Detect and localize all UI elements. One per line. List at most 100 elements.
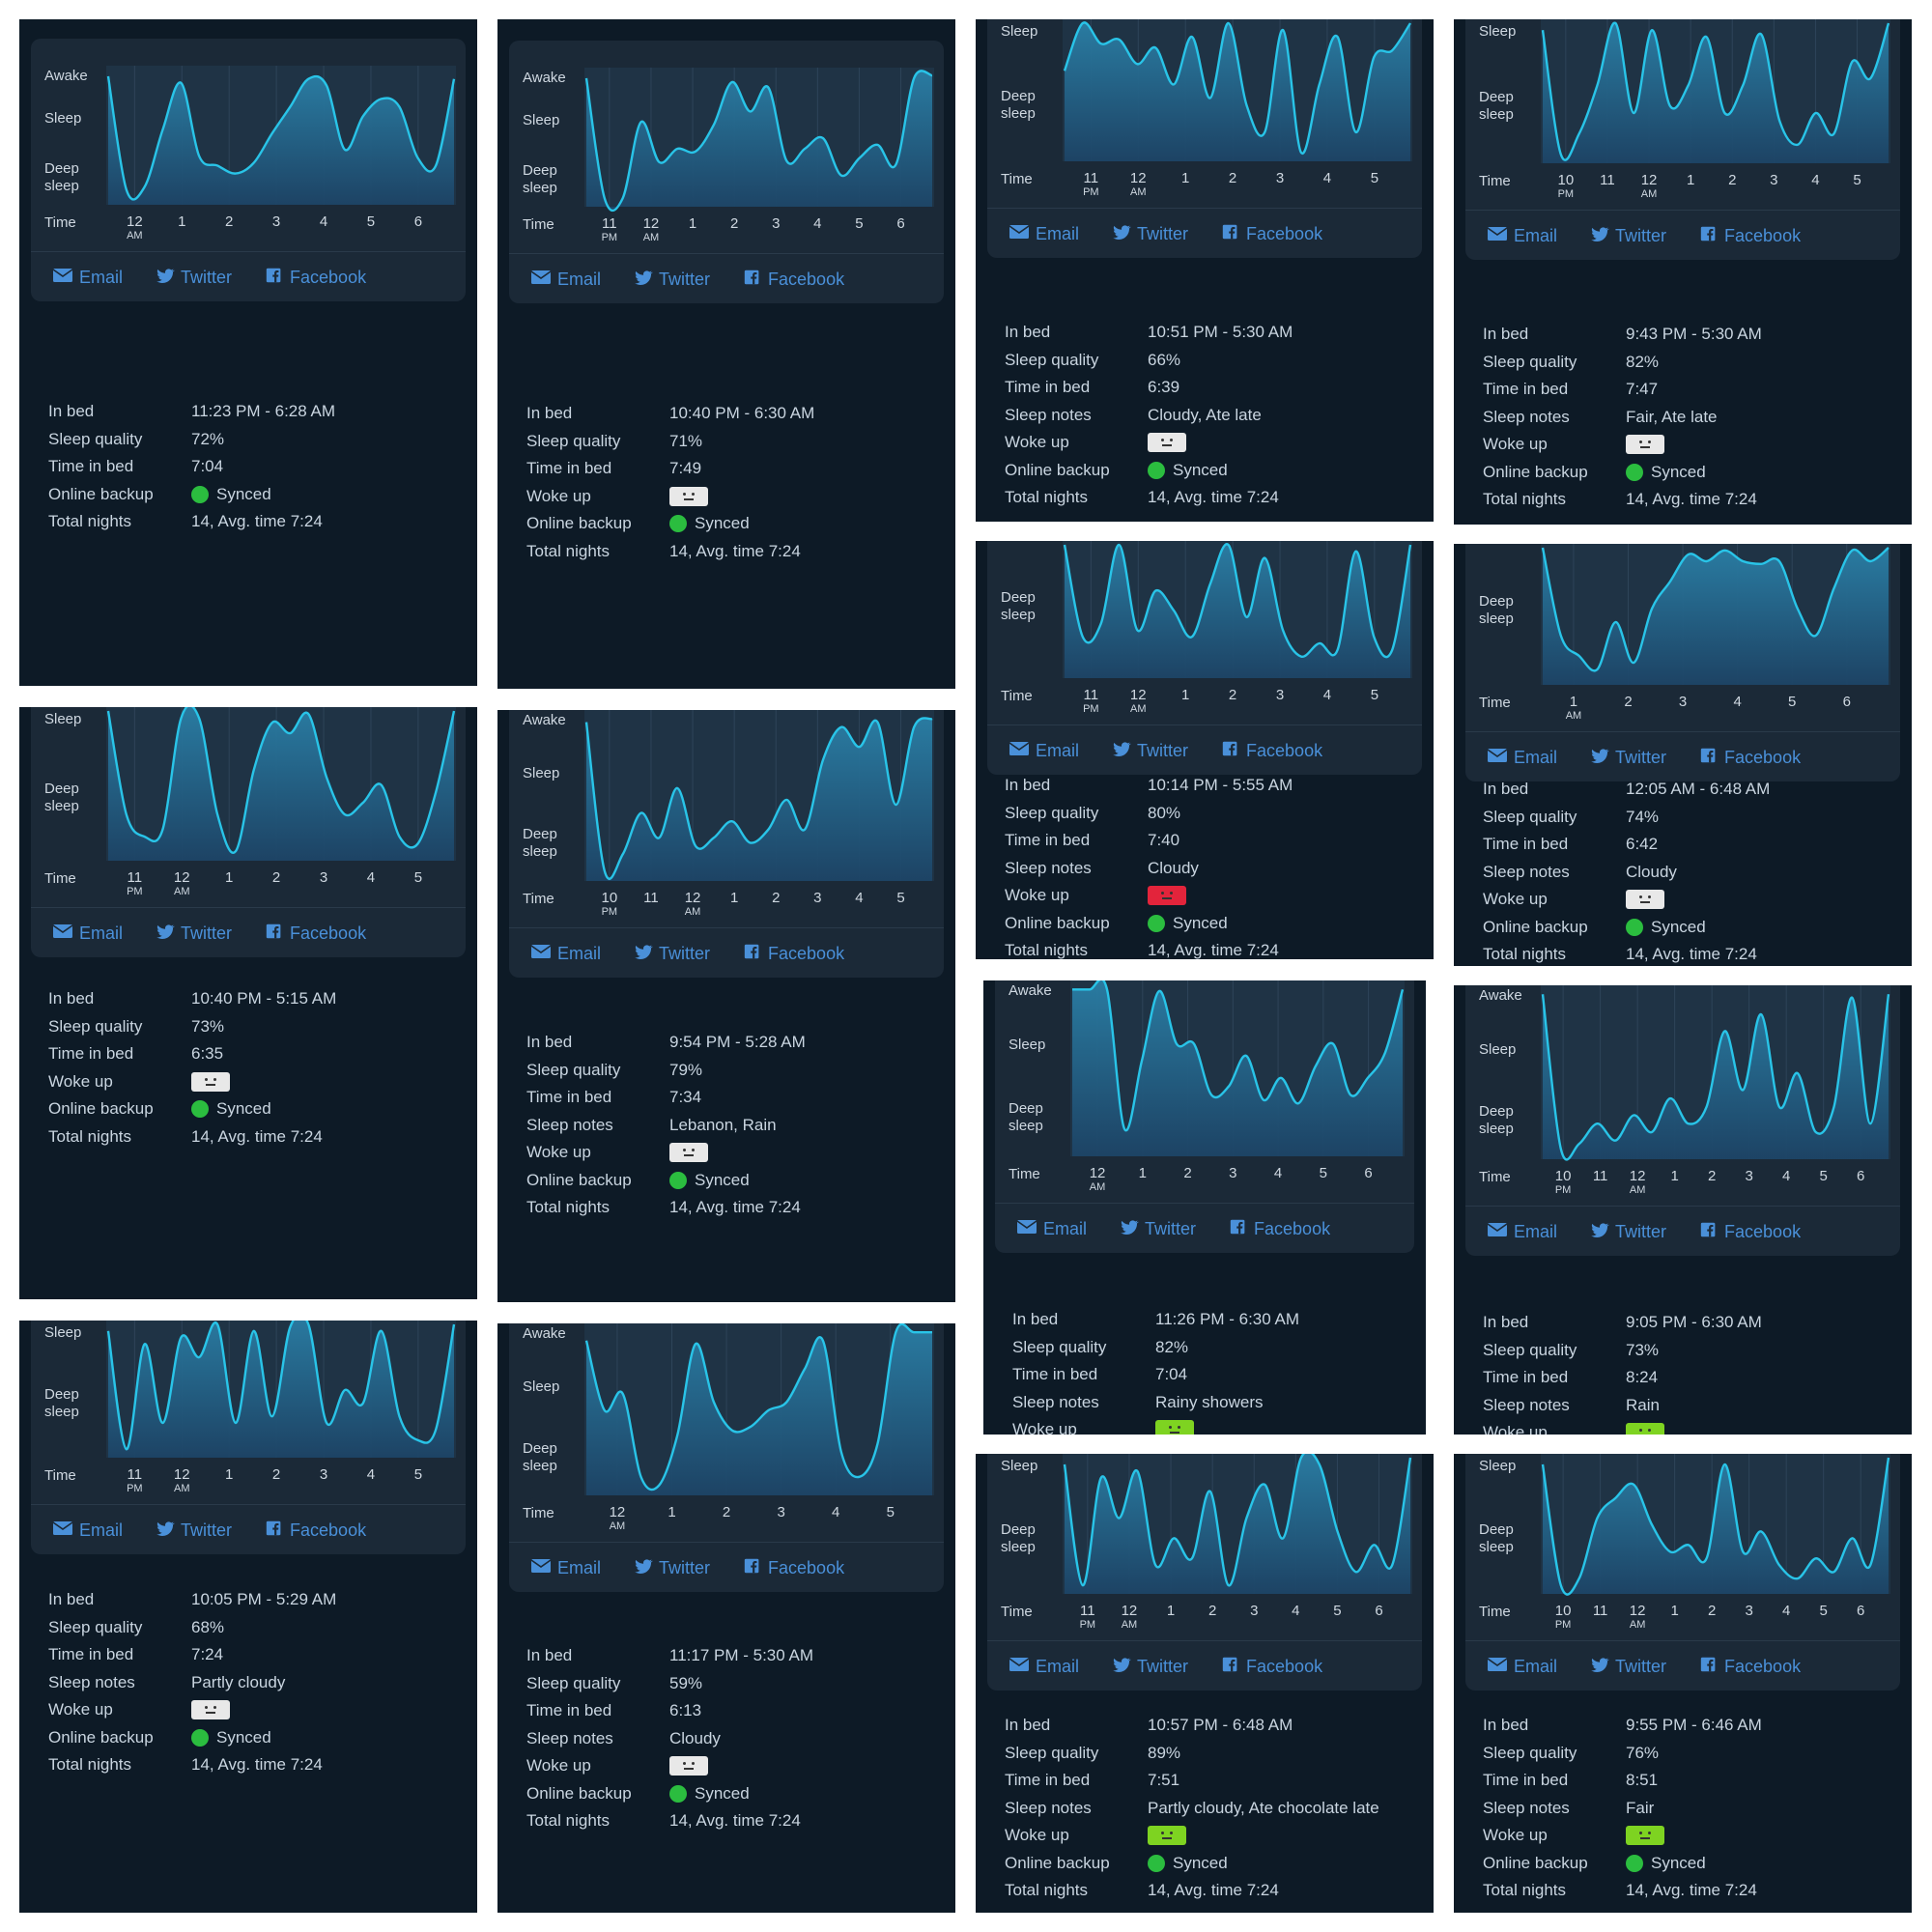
email-share-label: Email [557,1557,602,1577]
sleep-report-panel: Sleep Deep sleep Time 11 PM 12 AM 1 2 3 4 5 Email Twi… [19,707,477,1299]
twitter-share-button[interactable]: Twitter [1590,225,1666,247]
x-tick-label: 3 [1730,1604,1769,1619]
twitter-share-button[interactable]: Twitter [1112,740,1188,762]
woke-up-row: Woke up [1012,1416,1416,1435]
time-in-bed-label: Time in bed [1005,1771,1091,1789]
tick-hour: 1 [225,1466,234,1483]
twitter-share-button[interactable]: Twitter [1112,1656,1188,1678]
tick-hour: 1 [1166,1603,1176,1619]
facebook-share-button[interactable]: Facebook [1699,747,1801,769]
share-bar: Email Twitter Facebook [987,724,1422,775]
tick-hour: 11 [1592,1603,1608,1619]
twitter-bird-icon [1112,223,1132,245]
facebook-share-button[interactable]: Facebook [743,269,844,291]
facebook-share-button[interactable]: Facebook [1221,1656,1322,1678]
email-share-button[interactable]: Email [530,1557,601,1579]
synced-dot-icon [669,1784,687,1803]
time-axis-label: Time [44,1467,76,1484]
twitter-share-button[interactable]: Twitter [634,943,710,965]
email-share-button[interactable]: Email [530,943,601,965]
happy-mood-face-icon [1626,1826,1664,1846]
x-tick-label: 6 [882,216,921,232]
sleep-depth-line [1063,1454,1412,1587]
backup-status-text: Synced [695,1783,750,1803]
twitter-share-button[interactable]: Twitter [156,267,232,289]
email-share-button[interactable]: Email [52,923,123,945]
woke-up-value [669,483,708,511]
twitter-share-button[interactable]: Twitter [634,1557,710,1579]
twitter-share-button[interactable]: Twitter [634,269,710,291]
email-share-button[interactable]: Email [1487,747,1557,769]
facebook-share-label: Facebook [1724,1656,1802,1676]
email-share-button[interactable]: Email [1009,740,1079,762]
email-share-button[interactable]: Email [1009,223,1079,245]
time-in-bed-value: 7:51 [1148,1771,1180,1789]
facebook-icon [1699,225,1719,247]
sleep-depth-line [1541,547,1889,672]
email-share-button[interactable]: Email [530,269,601,291]
woke-up-value [1626,886,1664,914]
email-share-button[interactable]: Email [1487,1221,1557,1243]
facebook-share-button[interactable]: Facebook [1699,1221,1801,1243]
tick-hour: 5 [886,1504,895,1520]
twitter-share-button[interactable]: Twitter [156,1520,232,1542]
sleep-quality-row: Sleep quality 71% [526,428,946,456]
tick-hour: 5 [855,215,864,232]
total-nights-value: 14, Avg. time 7:24 [1626,490,1757,508]
twitter-share-button[interactable]: Twitter [1590,1656,1666,1678]
sleep-report-panel: Awake Sleep Deep sleep Time 12 AM 1 2 3 4 5 6 Email T… [19,19,477,686]
online-backup-value: Synced [1626,459,1706,487]
sleep-quality-value: 59% [669,1673,703,1692]
email-share-button[interactable]: Email [52,1520,123,1542]
sleep-depth-area [1543,548,1889,685]
facebook-share-button[interactable]: Facebook [1699,225,1801,247]
y-level-label: Deep sleep [523,826,557,861]
tick-hour: 3 [777,1504,785,1520]
x-tick-label: 2 [1609,695,1648,710]
facebook-share-button[interactable]: Facebook [265,267,366,289]
email-share-button[interactable]: Email [1009,1656,1079,1678]
twitter-share-button[interactable]: Twitter [156,923,232,945]
total-nights-label: Total nights [1005,488,1088,506]
envelope-icon [1487,1656,1508,1678]
twitter-share-button[interactable]: Twitter [1112,223,1188,245]
woke-up-label: Woke up [48,1071,113,1091]
envelope-icon [52,923,73,945]
facebook-share-button[interactable]: Facebook [1221,223,1322,245]
email-share-button[interactable]: Email [1016,1218,1087,1240]
share-bar: Email Twitter Facebook [987,208,1422,258]
twitter-share-button[interactable]: Twitter [1120,1218,1196,1240]
email-share-button[interactable]: Email [1487,1656,1557,1678]
woke-up-row: Woke up [1005,1822,1424,1850]
facebook-share-label: Facebook [1724,225,1802,245]
twitter-share-label: Twitter [181,923,233,943]
sleep-depth-line [1063,543,1412,659]
sleep-quality-label: Sleep quality [1483,1743,1577,1762]
twitter-share-button[interactable]: Twitter [1590,747,1666,769]
online-backup-label: Online backup [1005,460,1110,479]
tick-hour: 12 [642,215,660,232]
chart-card: Sleep Deep sleep Time 11 PM 12 AM 1 2 3 4 5 Email Twi… [31,707,466,957]
in-bed-value: 11:23 PM - 6:28 AM [191,402,335,420]
facebook-icon [743,1557,762,1579]
facebook-share-button[interactable]: Facebook [1699,1656,1801,1678]
facebook-share-button[interactable]: Facebook [743,1557,844,1579]
facebook-share-button[interactable]: Facebook [1221,740,1322,762]
sleep-depth-line [1541,994,1890,1161]
y-level-label: Sleep [44,1324,82,1341]
sleep-depth-area [1543,22,1889,163]
sleep-summary: In bed 9:55 PM - 6:46 AM Sleep quality 76% T… [1483,1712,1902,1905]
facebook-share-label: Facebook [1724,1221,1802,1241]
x-tick-label: 11 PM [1068,1604,1107,1632]
facebook-share-button[interactable]: Facebook [265,923,366,945]
email-share-button[interactable]: Email [52,267,123,289]
facebook-share-button[interactable]: Facebook [265,1520,366,1542]
y-level-label: Deep sleep [1479,1103,1514,1138]
time-axis-label: Time [1001,688,1033,704]
y-level-label: Awake [523,712,566,728]
facebook-share-button[interactable]: Facebook [743,943,844,965]
email-share-button[interactable]: Email [1487,225,1557,247]
facebook-share-button[interactable]: Facebook [1229,1218,1330,1240]
twitter-share-button[interactable]: Twitter [1590,1221,1666,1243]
sleep-chart [584,710,934,881]
